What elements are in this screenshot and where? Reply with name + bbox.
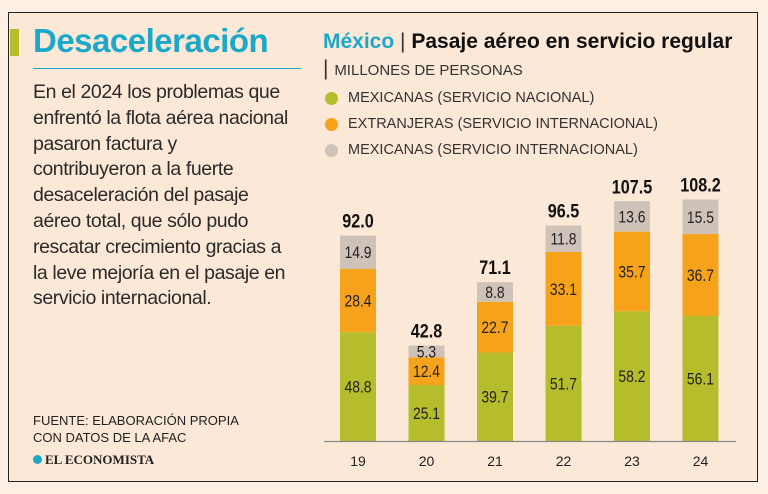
data-label: 14.9 xyxy=(344,244,371,263)
chart-title: México | Pasaje aéreo en servicio regula… xyxy=(323,30,733,80)
data-label: 58.2 xyxy=(618,368,645,387)
bar-segment xyxy=(340,268,376,333)
data-label: 8.8 xyxy=(485,284,504,303)
chart-unit: MILLONES DE PERSONAS xyxy=(334,62,523,79)
x-tick-label: 19 xyxy=(350,453,366,469)
data-label: 33.1 xyxy=(550,281,577,300)
bar-segment xyxy=(545,251,582,326)
data-label: 56.1 xyxy=(687,370,714,389)
data-label: 11.8 xyxy=(550,231,576,250)
x-tick-label: 20 xyxy=(419,453,435,469)
data-label: 22.7 xyxy=(481,319,508,338)
data-label: 51.7 xyxy=(550,375,577,394)
x-tick-label: 22 xyxy=(556,453,572,469)
bar-segment xyxy=(682,234,719,316)
bar-segment xyxy=(477,301,513,353)
legend: MEXICANAS (SERVICIO NACIONAL) EXTRANJERA… xyxy=(325,85,658,163)
x-tick-label: 21 xyxy=(487,453,503,469)
bar-segment xyxy=(340,235,376,269)
logo-icon xyxy=(33,455,42,464)
data-label: 39.7 xyxy=(481,389,508,408)
headline-rule xyxy=(33,68,301,69)
total-label: 71.1 xyxy=(479,257,511,279)
legend-swatch-icon xyxy=(325,91,338,105)
data-label: 36.7 xyxy=(687,267,714,286)
x-tick-label: 24 xyxy=(693,453,709,469)
bar-segment xyxy=(545,225,582,252)
bar-segment xyxy=(614,311,650,441)
data-label: 15.5 xyxy=(687,209,714,228)
data-label: 5.3 xyxy=(417,343,436,362)
headline: Desaceleración xyxy=(33,22,269,59)
bar-segment xyxy=(614,201,650,232)
logo: EL ECONOMISTA xyxy=(33,452,154,468)
legend-swatch-icon xyxy=(325,143,338,157)
legend-swatch-icon xyxy=(325,117,338,131)
x-tick-label: 23 xyxy=(624,453,640,469)
total-label: 108.2 xyxy=(680,174,721,196)
legend-item: EXTRANJERAS (SERVICIO INTERNACIONAL) xyxy=(325,111,658,137)
data-label: 25.1 xyxy=(413,405,440,424)
chart-title-text: Pasaje aéreo en servicio regular xyxy=(411,30,733,53)
logo-text: EL ECONOMISTA xyxy=(45,452,155,467)
bar-segment xyxy=(408,385,445,441)
bar-segment xyxy=(408,357,445,386)
chart-country: México xyxy=(323,30,395,53)
bar-segment xyxy=(340,332,376,441)
bar-segment xyxy=(477,282,513,302)
bar-segment xyxy=(614,231,650,312)
legend-label: EXTRANJERAS (SERVICIO INTERNACIONAL) xyxy=(348,116,658,132)
total-label: 92.0 xyxy=(342,210,374,232)
accent-bar xyxy=(10,29,19,56)
bar-segment xyxy=(408,345,445,358)
legend-item: MEXICANAS (SERVICIO NACIONAL) xyxy=(325,85,658,111)
total-label: 42.8 xyxy=(411,320,443,342)
bar-segment xyxy=(477,352,513,441)
bar-segment xyxy=(682,315,719,441)
data-label: 13.6 xyxy=(618,208,645,227)
total-label: 96.5 xyxy=(548,200,580,222)
legend-label: MEXICANAS (SERVICIO NACIONAL) xyxy=(348,90,595,106)
source-note: FUENTE: ELABORACIÓN PROPIA CON DATOS DE … xyxy=(33,413,239,445)
body-text: En el 2024 los problemas que enfrentó la… xyxy=(33,81,288,310)
data-label: 48.8 xyxy=(344,378,371,397)
data-label: 12.4 xyxy=(413,363,440,382)
total-label: 107.5 xyxy=(612,176,653,198)
data-label: 35.7 xyxy=(618,263,645,282)
legend-label: MEXICANAS (SERVICIO INTERNACIONAL) xyxy=(348,142,638,158)
bar-segment xyxy=(682,199,719,235)
data-label: 28.4 xyxy=(344,292,371,311)
bar-segment xyxy=(545,325,582,441)
legend-item: MEXICANAS (SERVICIO INTERNACIONAL) xyxy=(325,137,658,163)
